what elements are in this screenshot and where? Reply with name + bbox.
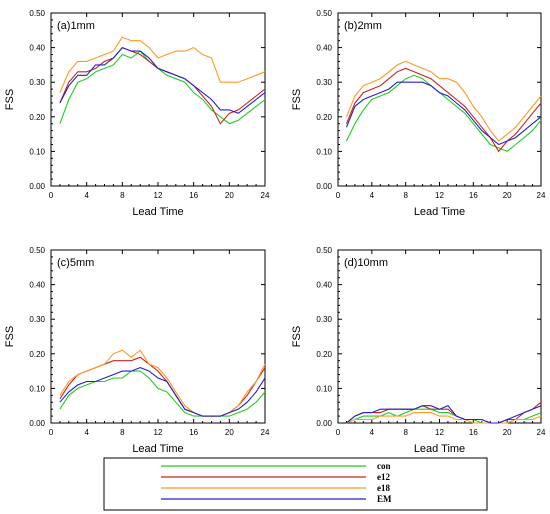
series-line-con (59, 370, 266, 417)
x-tick-label: 24 (261, 428, 270, 437)
y-tick-label: 0.30 (316, 78, 332, 87)
x-tick-label: 24 (537, 191, 546, 200)
x-tick-label: 0 (49, 428, 54, 437)
legend-box (103, 457, 488, 511)
legend-label-em: EM (377, 494, 392, 504)
x-tick-label: 20 (225, 191, 234, 200)
y-tick-label: 0.00 (316, 419, 332, 428)
x-tick-label: 24 (261, 191, 270, 200)
plot-frame (50, 12, 266, 187)
y-tick-label: 0.00 (316, 182, 332, 191)
x-tick-label: 12 (154, 191, 163, 200)
chart-panel: 0 4 8 12 16 20 24 0.00 0.10 0.20 0.30 0.40 0.50 Lead … (4, 9, 270, 218)
series-line-e18 (59, 36, 266, 93)
y-tick-label: 0.50 (316, 9, 332, 18)
x-tick-label: 0 (49, 191, 54, 200)
x-tick-label: 0 (336, 191, 341, 200)
y-tick-label: 0.40 (29, 44, 45, 53)
chart-panel: 0 4 8 12 16 20 24 0.00 0.10 0.20 0.30 0.40 0.50 Lead … (291, 246, 546, 455)
x-tick-label: 8 (120, 428, 125, 437)
legend-label-e18: e18 (377, 483, 390, 493)
y-tick-label: 0.40 (316, 44, 332, 53)
y-axis-title: FSS (4, 89, 16, 110)
x-tick-label: 8 (120, 191, 125, 200)
chart-panel: 0 4 8 12 16 20 24 0.00 0.10 0.20 0.30 0.40 0.50 Lead … (291, 9, 546, 218)
series-line-e18 (345, 60, 542, 142)
panel-title: (a)1mm (57, 20, 95, 32)
y-tick-label: 0.20 (29, 350, 45, 359)
x-tick-label: 20 (225, 428, 234, 437)
x-tick-label: 20 (503, 428, 512, 437)
y-axis-title: FSS (291, 326, 303, 347)
y-tick-label: 0.10 (316, 384, 332, 393)
y-tick-label: 0.20 (29, 113, 45, 122)
x-axis-title: Lead Time (132, 206, 183, 218)
series-line-con (59, 50, 266, 125)
series-line-em (346, 405, 542, 424)
y-tick-label: 0.30 (316, 315, 332, 324)
series-line-em (59, 367, 266, 417)
x-tick-label: 4 (370, 191, 375, 200)
legend-label-e12: e12 (377, 472, 390, 482)
series-line-con (346, 74, 542, 153)
y-axis-title: FSS (291, 89, 303, 110)
y-tick-label: 0.30 (29, 315, 45, 324)
plot-frame (337, 12, 542, 187)
y-tick-label: 0.10 (316, 147, 332, 156)
y-tick-label: 0.00 (29, 419, 45, 428)
x-axis-title: Lead Time (414, 206, 465, 218)
x-tick-label: 12 (435, 428, 444, 437)
x-axis-title: Lead Time (132, 443, 183, 455)
series-line-em (345, 81, 542, 146)
x-axis-title: Lead Time (414, 443, 465, 455)
y-axis-title: FSS (4, 326, 16, 347)
x-tick-label: 12 (154, 428, 163, 437)
y-tick-label: 0.50 (29, 246, 45, 255)
y-tick-label: 0.20 (316, 113, 332, 122)
series-line-e18 (346, 412, 542, 424)
x-tick-label: 16 (469, 191, 478, 200)
x-tick-label: 16 (189, 191, 198, 200)
y-tick-label: 0.30 (29, 78, 45, 87)
series-line-em (59, 46, 266, 114)
x-tick-label: 24 (537, 428, 546, 437)
x-tick-label: 8 (403, 191, 408, 200)
x-tick-label: 4 (370, 428, 375, 437)
y-tick-label: 0.20 (316, 350, 332, 359)
y-tick-label: 0.50 (316, 246, 332, 255)
legend-label-con: con (377, 461, 391, 471)
y-tick-label: 0.00 (29, 182, 45, 191)
panel-title: (d)10mm (344, 257, 388, 269)
y-tick-label: 0.10 (29, 147, 45, 156)
series-line-e12 (59, 356, 266, 417)
panel-title: (b)2mm (344, 20, 382, 32)
x-tick-label: 16 (189, 428, 198, 437)
x-tick-label: 20 (503, 191, 512, 200)
x-tick-label: 16 (469, 428, 478, 437)
chart-panel: 0 4 8 12 16 20 24 0.00 0.10 0.20 0.30 0.40 0.50 Lead … (4, 246, 270, 455)
x-tick-label: 0 (336, 428, 341, 437)
y-tick-label: 0.10 (29, 384, 45, 393)
plot-frame (337, 249, 542, 424)
y-tick-label: 0.50 (29, 9, 45, 18)
y-tick-label: 0.40 (29, 281, 45, 290)
panel-title: (c)5mm (57, 257, 94, 269)
x-tick-label: 12 (435, 191, 444, 200)
x-tick-label: 4 (84, 191, 89, 200)
x-tick-label: 8 (403, 428, 408, 437)
plot-frame (50, 249, 266, 424)
x-tick-label: 4 (84, 428, 89, 437)
y-tick-label: 0.40 (316, 281, 332, 290)
